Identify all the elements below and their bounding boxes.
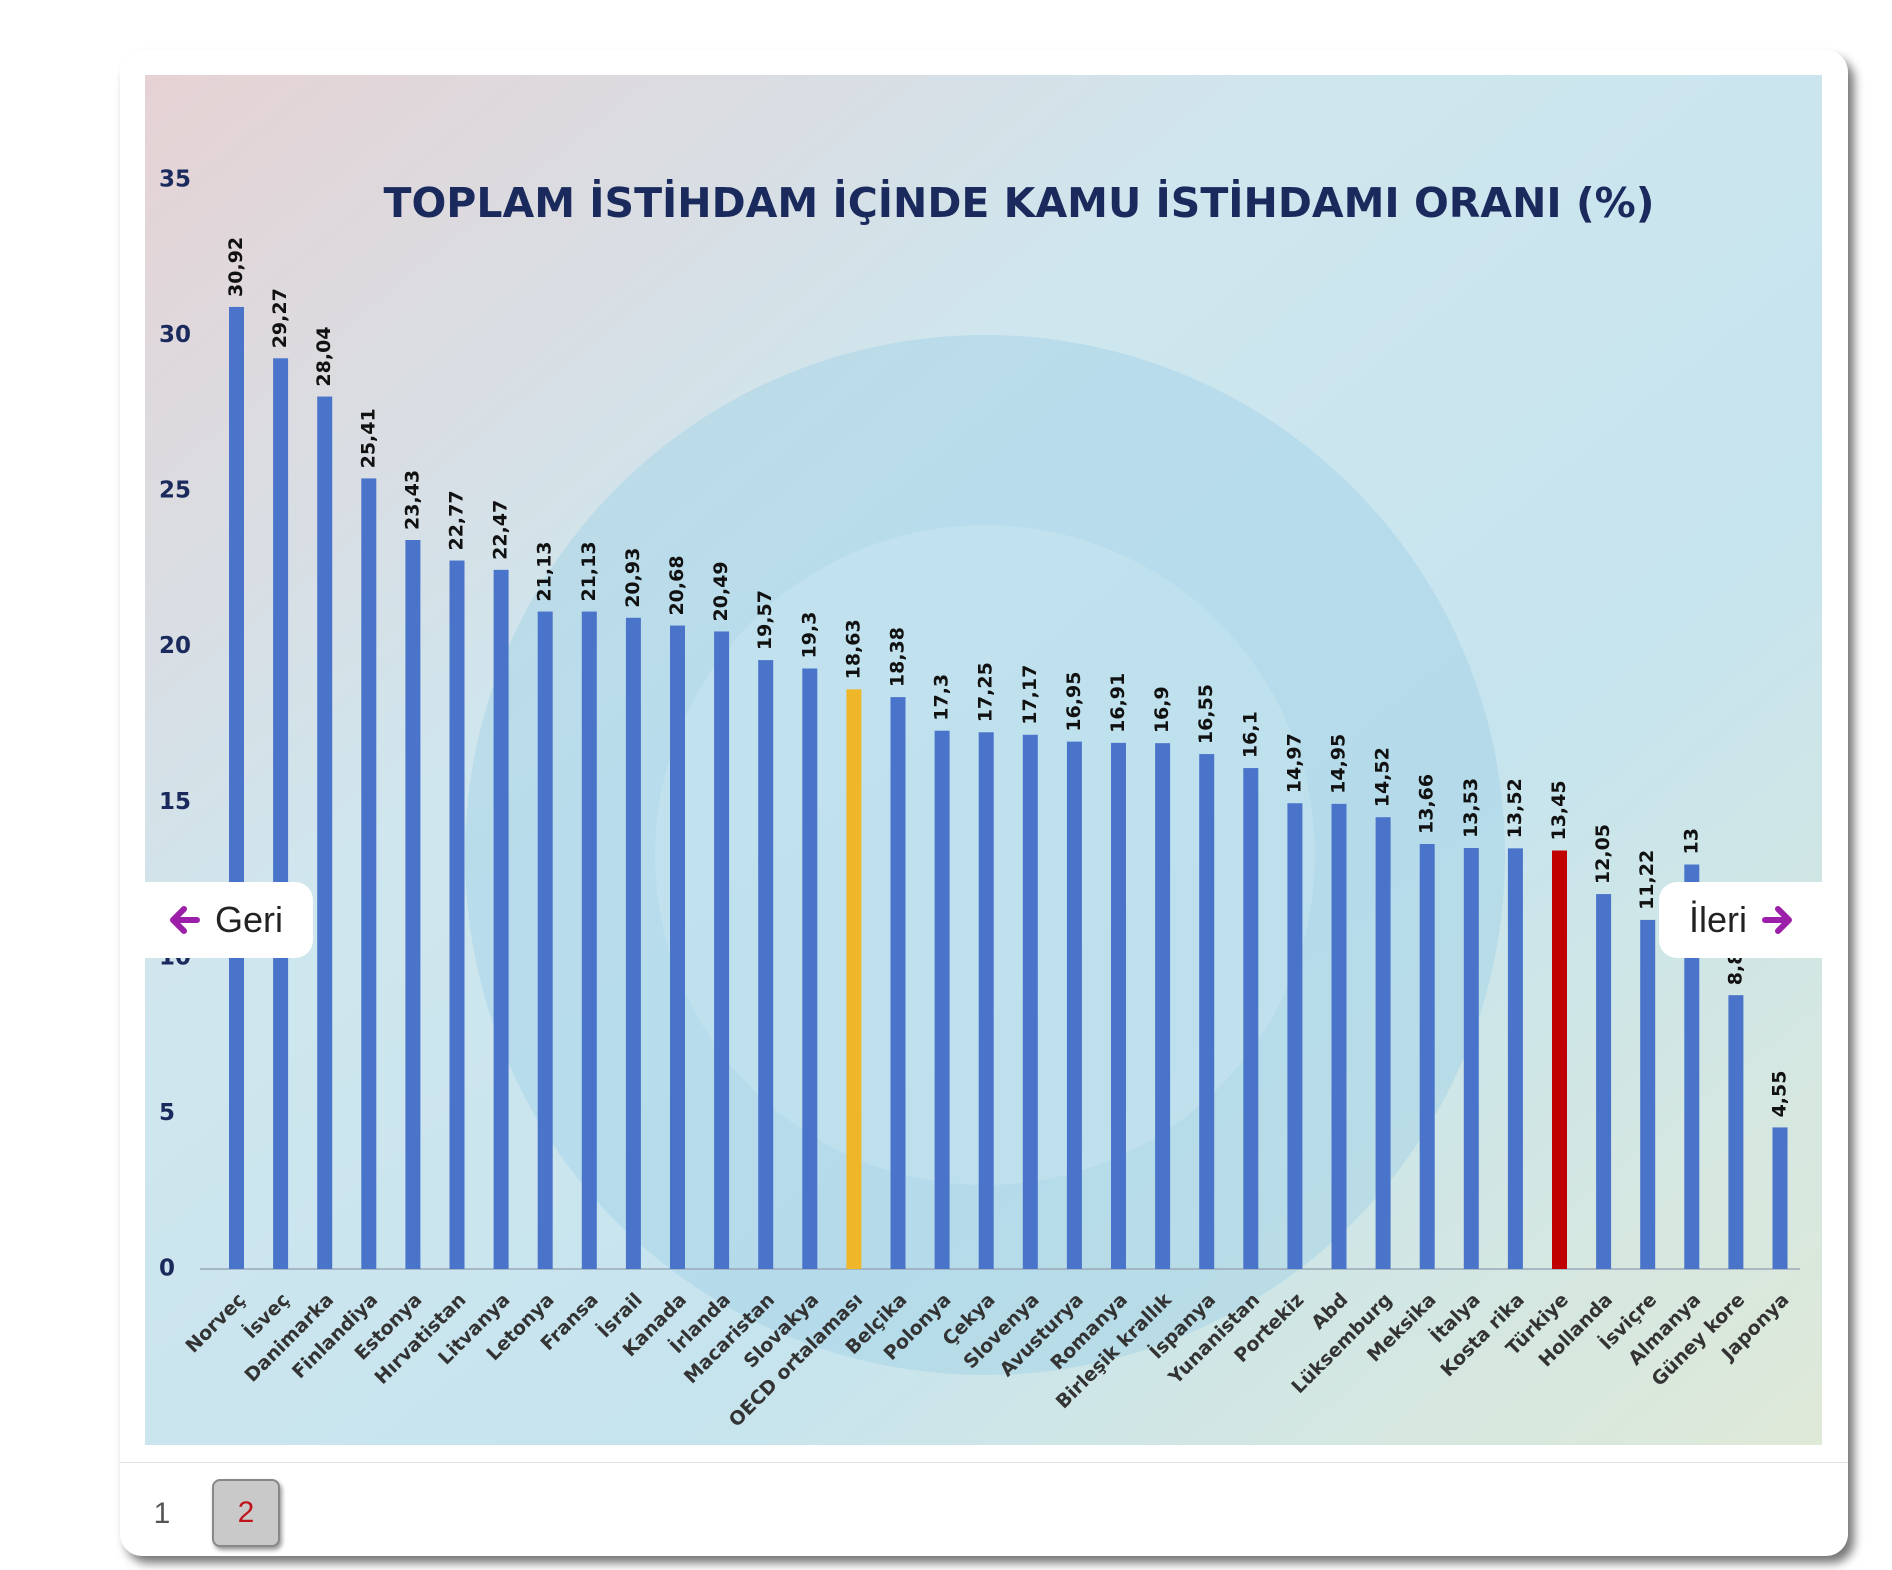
slide: TOPLAM İSTİHDAM İÇİNDE KAMU İSTİHDAMI OR… [145,75,1822,1445]
bar [1684,864,1700,1269]
bar [890,697,906,1269]
bar [1552,850,1567,1269]
bar [978,732,994,1269]
value-label: 25,41 [357,408,379,468]
bar [1596,894,1612,1269]
bar [493,569,509,1269]
page-button-active[interactable]: 2 [212,1479,280,1547]
bar [537,611,553,1269]
page-button[interactable]: 1 [153,1497,171,1530]
value-label: 20,68 [666,555,688,615]
value-label: 16,91 [1107,673,1129,733]
value-label: 20,49 [710,561,732,621]
value-label: 18,38 [887,627,909,687]
value-label: 14,97 [1283,733,1305,793]
bar [714,631,730,1269]
bar [1111,742,1126,1269]
value-label: 11,22 [1636,850,1658,910]
bar [1772,1127,1788,1269]
value-label: 28,04 [313,326,335,386]
value-label: 23,43 [401,470,423,530]
value-label: 21,13 [534,541,556,601]
next-button[interactable]: İleri [1659,882,1822,958]
value-label: 17,17 [1019,665,1041,725]
value-label: 21,13 [578,541,600,601]
prev-button[interactable]: Geri [145,882,313,958]
bar [1066,741,1082,1269]
y-tick-label: 15 [159,789,191,815]
bar [1728,995,1744,1269]
bar [1022,734,1038,1269]
value-label: 16,95 [1063,672,1085,732]
bar [1375,817,1391,1269]
bar [846,689,862,1269]
value-label: 29,27 [269,288,291,348]
bar [758,660,774,1269]
bar [1463,848,1479,1269]
value-label: 19,3 [798,612,820,659]
arrow-left-icon [170,906,200,934]
bar [1199,754,1215,1269]
chart: TOPLAM İSTİHDAM İÇİNDE KAMU İSTİHDAMI OR… [145,75,1822,1445]
value-label: 18,63 [842,619,864,679]
value-label: 19,57 [754,590,776,650]
value-label: 20,93 [622,548,644,608]
prev-label: Geri [215,899,284,940]
value-label: 17,25 [975,662,997,722]
bar [1331,803,1347,1269]
y-tick-label: 30 [159,322,191,348]
bar [317,396,333,1269]
y-tick-label: 0 [159,1256,175,1282]
value-label: 13 [1680,828,1702,854]
value-label: 4,55 [1769,1071,1791,1118]
bar [405,539,421,1269]
value-label: 30,92 [225,237,247,297]
bar [449,560,465,1269]
pagination: 1 2 [120,1462,1848,1556]
value-label: 22,47 [490,500,512,560]
bar [1419,843,1435,1269]
bar [670,625,685,1269]
value-label: 13,52 [1504,778,1526,838]
chart-title: TOPLAM İSTİHDAM İÇİNDE KAMU İSTİHDAMI OR… [383,179,1654,227]
value-label: 22,77 [446,490,468,550]
bar [1155,743,1171,1269]
value-label: 16,55 [1195,684,1217,744]
value-label: 14,95 [1328,734,1350,794]
value-label: 14,52 [1372,747,1394,807]
value-label: 12,05 [1592,824,1614,884]
value-label: 16,9 [1151,686,1173,733]
bar [273,358,289,1269]
bar [1507,848,1523,1269]
value-label: 17,3 [931,674,953,721]
next-label: İleri [1689,899,1748,940]
value-label: 13,45 [1548,780,1570,840]
value-label: 16,1 [1239,711,1261,758]
y-tick-label: 20 [159,633,191,659]
value-label: 13,53 [1460,778,1482,838]
bar [229,306,244,1269]
bar [361,478,377,1269]
arrow-right-icon [1762,906,1793,934]
y-tick-label: 25 [159,478,191,504]
value-label: 13,66 [1416,774,1438,834]
bar [1243,768,1259,1269]
bar [1640,919,1656,1269]
value-label: 8,8 [1724,952,1746,986]
bar [581,611,597,1269]
bar [802,668,818,1269]
y-tick-label: 5 [159,1100,175,1126]
bar [625,617,641,1269]
bar [934,730,950,1269]
bar [1287,803,1303,1269]
y-tick-label: 35 [159,167,191,193]
